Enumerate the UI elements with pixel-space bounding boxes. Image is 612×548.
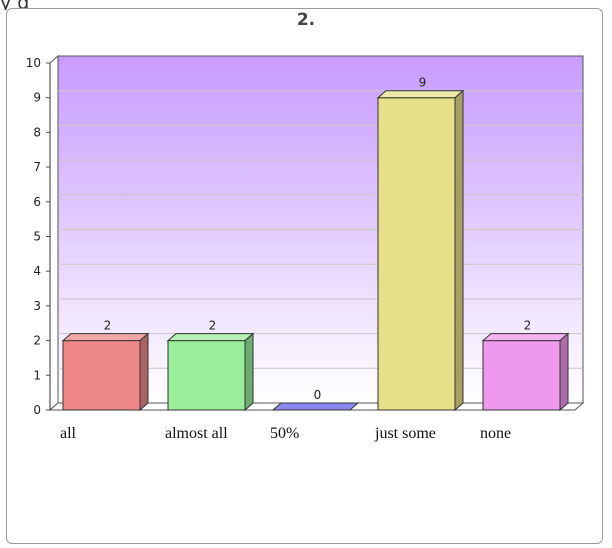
y-tick-label: 3	[33, 299, 41, 313]
y-tick-label: 7	[33, 160, 41, 174]
bar-top	[376, 90, 465, 99]
plot-side-wall	[49, 54, 59, 412]
bar-flat	[271, 402, 360, 411]
y-tick-label: 6	[33, 195, 41, 209]
data-label: 0	[314, 388, 322, 402]
data-label: 2	[104, 319, 112, 333]
category-label: 50%	[270, 425, 299, 442]
y-tick-label: 4	[33, 264, 41, 278]
bar-front	[167, 340, 246, 411]
data-label: 2	[524, 319, 532, 333]
bar-front	[377, 97, 456, 411]
cropped-caption: y g	[0, 0, 612, 10]
y-tick-label: 1	[33, 368, 41, 382]
y-tick-label: 9	[33, 91, 41, 105]
bar-top	[61, 333, 150, 342]
data-label: 9	[419, 76, 427, 90]
chart-title: 2.	[296, 10, 316, 30]
y-tick-label: 2	[33, 334, 41, 348]
category-label: none	[480, 425, 511, 442]
y-tick-label: 0	[33, 403, 41, 417]
bar-front	[482, 340, 561, 411]
category-label: all	[60, 425, 77, 442]
bar-side	[244, 332, 254, 412]
y-tick-label: 8	[33, 125, 41, 139]
category-label: almost all	[165, 425, 228, 442]
data-label: 2	[209, 319, 217, 333]
y-tick-label: 10	[26, 56, 41, 70]
bar-front	[62, 340, 141, 411]
category-label: just some	[374, 425, 436, 442]
bar-top	[481, 333, 570, 342]
bar-side	[139, 332, 149, 412]
y-tick-label: 5	[33, 230, 41, 244]
bar-side	[559, 332, 569, 412]
bar-side	[454, 89, 464, 412]
bar-top	[166, 333, 255, 342]
